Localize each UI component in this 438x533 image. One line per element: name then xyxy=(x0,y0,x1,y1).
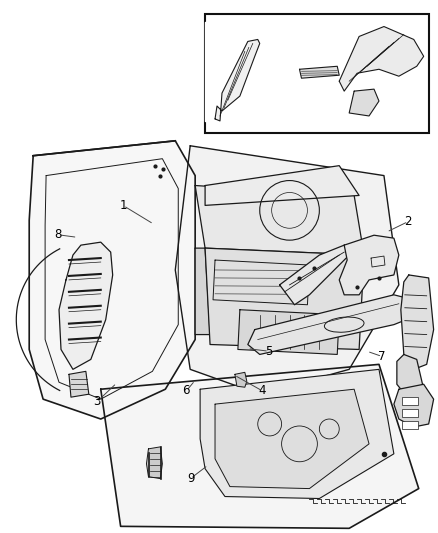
Text: 8: 8 xyxy=(54,228,62,241)
Polygon shape xyxy=(397,354,424,399)
Polygon shape xyxy=(300,66,339,78)
Polygon shape xyxy=(146,447,162,479)
Polygon shape xyxy=(29,141,195,419)
Polygon shape xyxy=(238,310,339,354)
Polygon shape xyxy=(394,384,434,427)
Polygon shape xyxy=(235,373,247,387)
Polygon shape xyxy=(59,242,113,369)
Polygon shape xyxy=(349,89,379,116)
Bar xyxy=(402,409,418,417)
Text: 9: 9 xyxy=(187,472,194,485)
Polygon shape xyxy=(215,389,369,489)
Text: 4: 4 xyxy=(259,384,266,398)
Polygon shape xyxy=(215,39,260,121)
Text: 1: 1 xyxy=(120,199,127,212)
Polygon shape xyxy=(339,27,424,91)
Polygon shape xyxy=(175,146,399,394)
Polygon shape xyxy=(339,235,399,295)
Polygon shape xyxy=(195,248,210,335)
Bar xyxy=(402,421,418,429)
Polygon shape xyxy=(205,248,364,350)
Polygon shape xyxy=(195,185,364,255)
Polygon shape xyxy=(200,369,394,498)
Text: 5: 5 xyxy=(265,345,273,358)
Polygon shape xyxy=(401,275,434,369)
Polygon shape xyxy=(205,166,359,205)
Polygon shape xyxy=(248,295,419,354)
Bar xyxy=(205,14,429,133)
Polygon shape xyxy=(101,365,419,528)
Polygon shape xyxy=(69,372,89,397)
Text: 3: 3 xyxy=(93,395,101,408)
Text: 7: 7 xyxy=(378,350,386,363)
Bar xyxy=(402,397,418,405)
Polygon shape xyxy=(279,245,354,305)
Text: 6: 6 xyxy=(183,384,190,398)
Text: 2: 2 xyxy=(405,215,412,228)
